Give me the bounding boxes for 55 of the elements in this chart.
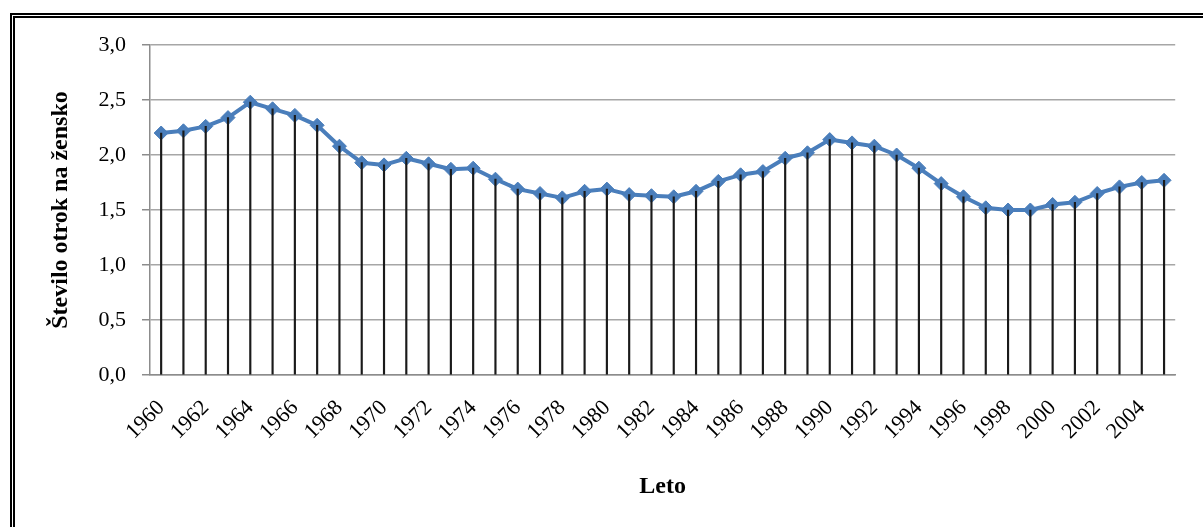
bar: [672, 196, 675, 375]
bar: [561, 197, 564, 375]
bar: [1029, 209, 1032, 375]
bar: [605, 188, 608, 375]
bar: [895, 154, 898, 375]
bar: [694, 190, 698, 375]
bar: [449, 168, 452, 375]
y-axis-title: Število otrok na žensko: [45, 91, 72, 329]
bar: [360, 162, 363, 375]
bar: [650, 195, 653, 375]
bar: [472, 167, 475, 375]
bar: [1006, 209, 1010, 375]
bar: [271, 108, 274, 375]
bar: [984, 207, 987, 375]
y-tick-label: 2,5: [98, 85, 126, 111]
y-tick-label: 2,0: [98, 140, 126, 166]
bar: [806, 152, 809, 375]
bar: [1140, 182, 1143, 375]
bar: [494, 178, 497, 375]
bar: [784, 157, 787, 375]
bar: [873, 145, 876, 375]
bar: [204, 126, 207, 375]
bar: [850, 142, 854, 375]
bar: [940, 183, 943, 375]
bar: [516, 188, 519, 375]
bar: [717, 181, 720, 375]
bar: [316, 124, 319, 375]
bar: [583, 190, 586, 375]
bar: [828, 139, 831, 375]
bar: [1073, 201, 1076, 375]
bar: [1096, 193, 1099, 375]
bar: [226, 117, 230, 375]
bar: [538, 193, 542, 375]
y-tick-label: 0,5: [98, 305, 126, 331]
bar: [917, 167, 920, 375]
bar: [338, 145, 341, 375]
y-tick-label: 3,0: [98, 30, 126, 56]
bar: [761, 171, 764, 375]
x-axis-title: Leto: [639, 471, 686, 498]
bar: [160, 132, 163, 375]
y-tick-label: 1,0: [98, 250, 126, 276]
bar: [1051, 204, 1054, 375]
bar: [182, 130, 185, 375]
y-tick-label: 1,5: [98, 195, 126, 221]
bar: [382, 164, 386, 375]
bar: [427, 163, 430, 375]
bar: [962, 196, 965, 375]
bar: [249, 101, 252, 375]
bar: [739, 174, 742, 375]
y-tick-label: 0,0: [98, 360, 126, 386]
bar: [628, 194, 631, 375]
bar: [1162, 179, 1166, 375]
bar: [293, 115, 296, 375]
bar: [1118, 186, 1121, 375]
bar: [405, 157, 408, 375]
